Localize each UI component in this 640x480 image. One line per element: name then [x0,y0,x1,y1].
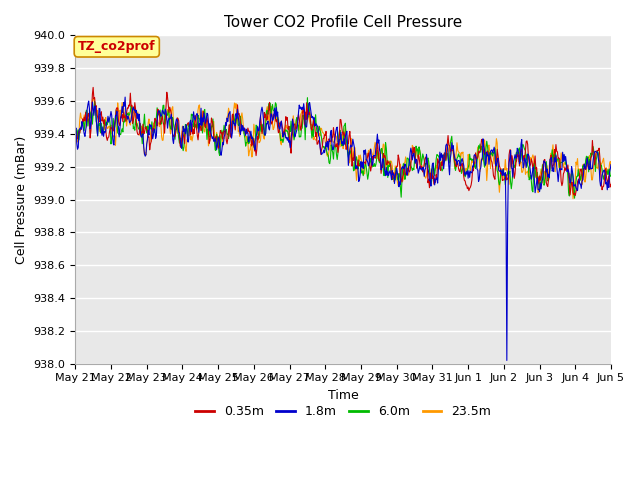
Title: Tower CO2 Profile Cell Pressure: Tower CO2 Profile Cell Pressure [224,15,462,30]
Y-axis label: Cell Pressure (mBar): Cell Pressure (mBar) [15,135,28,264]
Legend: 0.35m, 1.8m, 6.0m, 23.5m: 0.35m, 1.8m, 6.0m, 23.5m [190,400,497,423]
X-axis label: Time: Time [328,389,358,402]
Text: TZ_co2prof: TZ_co2prof [78,40,156,53]
